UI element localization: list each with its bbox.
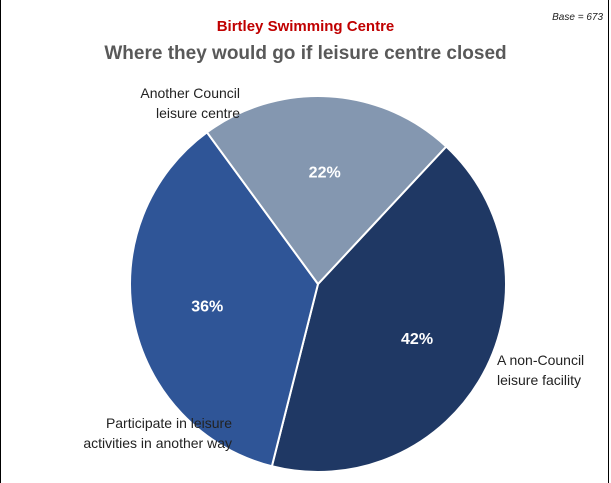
slice-label-line: activities in another way [83,435,232,451]
slice-participate [205,95,448,286]
slice-another-council [270,145,507,473]
slice-value-label: 36% [191,299,223,316]
slice-label-line: Another Council [140,85,240,101]
slice-label-line: leisure centre [155,105,240,121]
slice-label-another-council: Another Council leisure centre [70,83,240,123]
base-note: Base = 673 [552,12,603,23]
slice-value-label: 42% [401,331,433,348]
chart-title: Where they would go if leisure centre cl… [104,43,507,64]
slice-label-line: leisure facility [497,372,582,388]
slice-non-council [129,130,320,468]
slice-value-label: 22% [309,164,341,181]
slice-label-non-council: A non-Council leisure facility [497,350,611,390]
chart-subtitle: Birtley Swimming Centre [216,18,395,35]
slice-label-participate: Participate in leisure activities in ano… [52,413,232,453]
slice-label-line: A non-Council [497,352,585,368]
slice-label-line: Participate in leisure [105,415,232,431]
